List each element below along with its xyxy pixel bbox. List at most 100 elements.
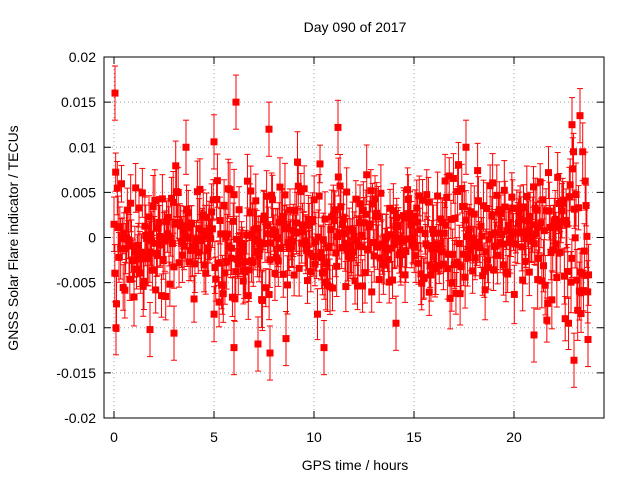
data-point <box>118 180 126 188</box>
data-point <box>147 230 155 238</box>
data-point <box>464 230 472 238</box>
data-point <box>454 161 462 169</box>
data-point <box>339 221 347 229</box>
data-point <box>570 205 578 213</box>
data-point <box>157 241 165 249</box>
data-point <box>169 198 177 206</box>
data-point <box>359 282 367 290</box>
data-point <box>288 243 296 251</box>
data-point <box>215 298 223 306</box>
x-tick-label: 20 <box>506 429 522 445</box>
data-point <box>569 165 577 173</box>
data-point <box>272 228 280 236</box>
data-point <box>540 227 548 235</box>
data-point <box>539 196 547 204</box>
data-point <box>234 260 242 268</box>
data-point <box>426 261 434 269</box>
data-point <box>313 252 321 260</box>
data-point <box>319 236 327 244</box>
data-point <box>584 288 592 296</box>
data-point <box>519 276 527 284</box>
data-point <box>219 290 227 298</box>
data-point <box>558 207 566 215</box>
data-point <box>494 251 502 259</box>
data-point <box>337 203 345 211</box>
data-point <box>430 242 438 250</box>
data-point <box>532 230 540 238</box>
data-point <box>340 230 348 238</box>
data-point <box>265 291 273 299</box>
data-point <box>410 243 418 251</box>
data-point <box>568 121 576 129</box>
data-point <box>417 270 425 278</box>
data-point <box>352 195 360 203</box>
data-point <box>113 300 121 308</box>
data-point <box>585 271 593 279</box>
data-point <box>484 264 492 272</box>
data-point <box>237 248 245 256</box>
data-point <box>462 216 470 224</box>
data-point <box>218 281 226 289</box>
data-point <box>111 269 119 277</box>
data-point <box>409 237 417 245</box>
data-point <box>293 219 301 227</box>
data-point <box>351 277 359 285</box>
data-point <box>134 241 142 249</box>
data-point <box>259 216 267 224</box>
data-point <box>206 230 214 238</box>
data-point <box>203 213 211 221</box>
y-tick-labels: -0.02 -0.015 -0.01 -0.005 0 0.005 0.01 0.015 0.0… <box>56 49 96 426</box>
data-point <box>471 254 479 262</box>
data-point <box>247 187 255 195</box>
data-point <box>213 195 221 203</box>
data-point <box>214 259 222 267</box>
axis-ticks <box>104 56 604 419</box>
data-point <box>231 295 239 303</box>
data-point <box>360 219 368 227</box>
data-point <box>527 233 535 241</box>
data-point <box>370 252 378 260</box>
data-point <box>327 226 335 234</box>
data-point <box>427 271 435 279</box>
data-point <box>580 247 588 255</box>
data-point <box>398 251 406 259</box>
data-point <box>236 251 244 259</box>
data-point <box>235 206 243 214</box>
data-point <box>424 242 432 250</box>
data-point <box>414 218 422 226</box>
data-point <box>242 258 250 266</box>
data-point <box>258 296 266 304</box>
data-point <box>561 315 569 323</box>
data-point <box>277 244 285 252</box>
data-point <box>503 227 511 235</box>
data-point <box>191 260 199 268</box>
data-point <box>470 210 478 218</box>
data-point <box>243 177 251 185</box>
data-point <box>273 234 281 242</box>
data-point <box>474 197 482 205</box>
data-point <box>444 250 452 258</box>
data-point <box>158 292 166 300</box>
data-point <box>373 209 381 217</box>
data-point <box>511 240 519 248</box>
data-point <box>307 268 315 276</box>
data-point <box>330 217 338 225</box>
data-point <box>530 240 538 248</box>
data-point <box>530 331 538 339</box>
data-point <box>267 239 275 247</box>
data-point <box>524 227 532 235</box>
data-point <box>576 112 584 120</box>
data-point <box>116 223 124 231</box>
data-point <box>578 270 586 278</box>
data-point <box>188 246 196 254</box>
data-point <box>111 89 119 97</box>
y-tick-label: -0.005 <box>56 275 96 291</box>
data-point <box>393 213 401 221</box>
data-point <box>534 276 542 284</box>
data-point <box>283 281 291 289</box>
data-point <box>468 234 476 242</box>
data-point <box>194 248 202 256</box>
data-point <box>310 196 318 204</box>
data-point <box>207 234 215 242</box>
data-point <box>581 177 589 185</box>
